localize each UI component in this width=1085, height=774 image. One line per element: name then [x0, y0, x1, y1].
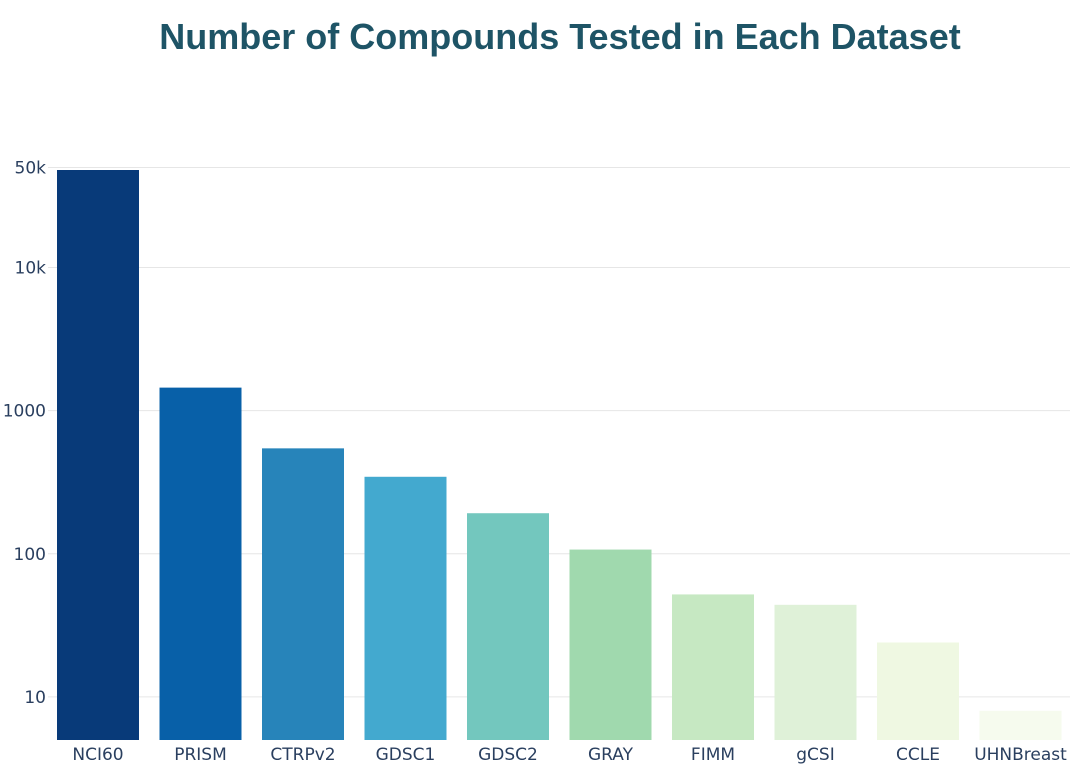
bar-nci60[interactable]	[57, 170, 139, 740]
bar-fimm[interactable]	[672, 594, 754, 740]
x-tick-label: GDSC1	[376, 745, 436, 765]
x-tick-label: gCSI	[796, 745, 834, 765]
x-axis-ticks: NCI60 PRISM CTRPv2 GDSC1 GDSC2 GRAY FIMM gCSI CC…	[72, 745, 1067, 765]
bar-ctrpv2[interactable]	[262, 448, 344, 740]
bar-gdsc1[interactable]	[364, 476, 447, 740]
x-tick-label: FIMM	[691, 745, 735, 765]
y-axis-ticks: 10 100 1000 10k 50k	[3, 158, 46, 707]
y-tick-label: 1000	[3, 402, 46, 422]
x-tick-label: UHNBreast	[974, 745, 1067, 765]
x-tick-label: NCI60	[72, 745, 123, 765]
y-tick-label: 100	[14, 545, 46, 565]
bar-gray[interactable]	[569, 549, 652, 740]
bar-ccle[interactable]	[877, 642, 959, 740]
bars	[57, 170, 1062, 740]
x-tick-label: CTRPv2	[270, 745, 335, 765]
bar-gdsc2[interactable]	[467, 513, 549, 740]
x-tick-label: PRISM	[174, 745, 227, 765]
y-tick-label: 10k	[15, 258, 47, 278]
x-tick-label: CCLE	[896, 745, 940, 765]
bar-gcsi[interactable]	[774, 604, 857, 740]
chart-title: Number of Compounds Tested in Each Datas…	[159, 16, 961, 57]
x-tick-label: GDSC2	[478, 745, 538, 765]
y-tick-label: 10	[24, 688, 46, 708]
y-tick-label: 50k	[15, 158, 47, 178]
x-tick-label: GRAY	[588, 745, 634, 765]
bar-prism[interactable]	[159, 387, 242, 740]
bar-uhnbreast[interactable]	[979, 710, 1062, 740]
